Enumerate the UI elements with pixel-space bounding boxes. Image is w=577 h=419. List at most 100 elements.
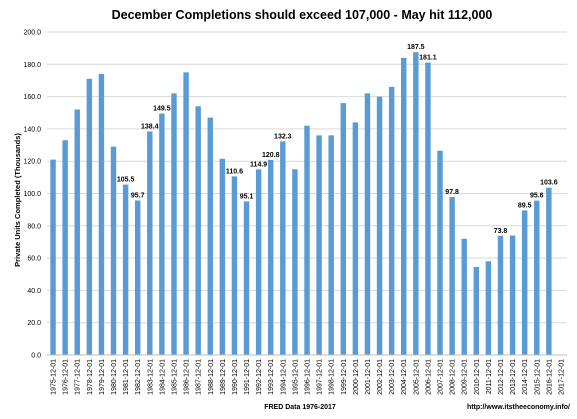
bar [449, 197, 455, 355]
x-tick-label: 1991-12-01 [244, 359, 251, 395]
x-tick-label: 2014-12-01 [522, 359, 529, 395]
y-tick-label: 120.0 [23, 159, 41, 166]
bar [485, 261, 492, 355]
x-tick-label: 1986-12-01 [184, 359, 191, 395]
x-tick-label: 1990-12-01 [232, 359, 239, 395]
x-tick-label: 2011-12-01 [486, 359, 493, 394]
bar [413, 52, 419, 355]
bar [473, 266, 480, 355]
x-tick-label: 1980-12-01 [111, 359, 118, 395]
y-tick-label: 80.0 [27, 223, 41, 230]
data-label: 95.7 [131, 192, 145, 199]
bar [110, 146, 117, 355]
bar [461, 238, 467, 355]
x-tick-label: 1989-12-01 [220, 359, 227, 395]
data-label: 95.1 [240, 193, 254, 200]
x-tick-label: 1977-12-01 [75, 359, 82, 395]
x-tick-label: 2000-12-01 [353, 359, 360, 395]
x-tick-label: 2008-12-01 [450, 359, 457, 395]
bar [183, 72, 189, 355]
y-tick-label: 60.0 [27, 256, 41, 263]
bar [219, 158, 226, 355]
y-tick-label: 180.0 [23, 62, 41, 69]
bar [534, 200, 540, 355]
y-tick-label: 100.0 [23, 191, 41, 198]
x-tick-label: 1994-12-01 [280, 359, 287, 395]
x-tick-label: 1988-12-01 [208, 359, 215, 395]
bar [98, 73, 105, 356]
y-tick-label: 20.0 [27, 320, 41, 327]
x-axis-ticks: 1975-12-01 1976-12-01 1977-12-01 1978-12-01… [51, 359, 566, 395]
bar [497, 235, 504, 355]
bar [171, 93, 177, 356]
bar [546, 187, 552, 355]
x-tick-label: 2003-12-01 [389, 359, 396, 395]
y-tick-label: 140.0 [23, 126, 41, 133]
bar [521, 210, 528, 355]
x-tick-label: 2013-12-01 [510, 359, 517, 395]
bar [425, 62, 431, 355]
x-tick-label: 1975-12-01 [51, 359, 58, 395]
x-tick-label: 1997-12-01 [317, 359, 324, 395]
data-label: 114.9 [250, 161, 267, 168]
x-tick-label: 1976-12-01 [63, 359, 70, 395]
bar [352, 122, 359, 355]
bar [195, 106, 201, 355]
bar [328, 135, 334, 355]
x-tick-label: 1992-12-01 [256, 359, 263, 395]
y-tick-label: 200.0 [23, 30, 41, 37]
data-label: 132.3 [274, 133, 292, 140]
bar [292, 169, 298, 355]
bar [340, 103, 346, 355]
data-label: 73.8 [494, 228, 508, 235]
y-axis-label: Private Units Completed (Thousands) [13, 133, 22, 267]
data-label: 120.8 [262, 152, 280, 159]
x-tick-label: 2017-12-01 [558, 359, 565, 395]
bar [364, 93, 371, 356]
x-tick-label: 2016-12-01 [546, 359, 553, 395]
x-tick-label: 1981-12-01 [123, 359, 130, 395]
x-tick-label: 2001-12-01 [365, 359, 372, 395]
x-tick-label: 2002-12-01 [377, 359, 384, 395]
x-tick-label: 2005-12-01 [413, 359, 420, 395]
bar [243, 201, 250, 355]
data-label: 103.6 [540, 180, 558, 187]
bar [401, 57, 407, 356]
data-label: 181.1 [419, 55, 437, 62]
y-tick-label: 40.0 [27, 288, 41, 295]
x-tick-label: 1996-12-01 [305, 359, 312, 395]
data-label: 105.5 [117, 177, 135, 184]
bar [437, 150, 443, 355]
x-tick-label: 1987-12-01 [196, 359, 203, 395]
x-tick-label: 2015-12-01 [534, 359, 541, 395]
x-tick-label: 1998-12-01 [329, 359, 336, 395]
bar [134, 200, 141, 355]
x-tick-label: 1978-12-01 [87, 359, 94, 395]
x-tick-label: 2004-12-01 [401, 359, 408, 395]
data-labels: 105.5 95.7 138.4 149.5 110.6 95.1 114.9 120.8 13… [117, 44, 558, 235]
y-tick-label: 0.0 [31, 353, 41, 360]
x-tick-label: 1984-12-01 [159, 359, 166, 395]
bar [231, 176, 238, 355]
bar [86, 78, 93, 356]
x-tick-label: 2006-12-01 [425, 359, 432, 395]
bar [316, 135, 322, 355]
x-tick-label: 1982-12-01 [135, 359, 142, 395]
bar [207, 117, 213, 355]
bar [159, 113, 165, 356]
data-label: 149.5 [153, 106, 171, 113]
x-tick-label: 1995-12-01 [292, 359, 299, 395]
x-tick-label: 1999-12-01 [341, 359, 348, 395]
y-tick-label: 160.0 [23, 94, 41, 101]
x-tick-label: 1993-12-01 [268, 359, 275, 395]
data-label: 110.6 [226, 168, 243, 175]
y-axis-ticks: 0.0 20.0 40.0 60.0 80.0 100.0 120.0 140.0 160.0 1… [23, 30, 41, 360]
bar [304, 125, 310, 355]
bar [122, 184, 129, 355]
data-label: 89.5 [518, 202, 532, 209]
bar [268, 159, 274, 355]
bar [280, 141, 286, 355]
data-label: 97.8 [445, 189, 459, 196]
data-label: 95.6 [530, 193, 544, 200]
